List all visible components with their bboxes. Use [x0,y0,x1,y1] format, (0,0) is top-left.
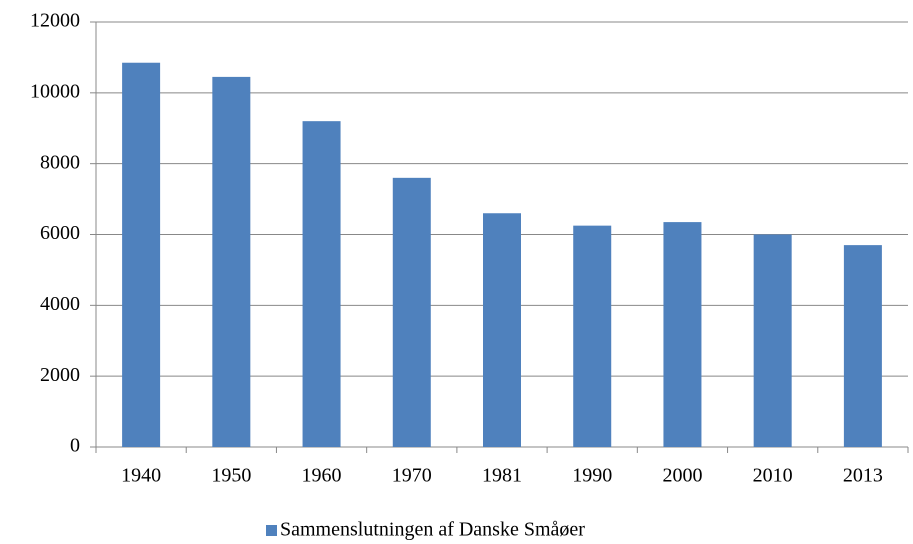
bar [392,177,431,448]
y-tick-label: 2000 [40,364,80,386]
bar [302,121,341,448]
bar [843,245,882,447]
y-tick-label: 4000 [40,293,80,315]
y-tick-label: 12000 [30,10,80,32]
y-tick-label: 10000 [30,80,80,102]
bar [483,213,521,447]
bar [753,234,792,447]
x-tick-label: 2010 [753,465,793,487]
bar [663,222,702,447]
y-tick-label: 8000 [40,151,80,173]
bar [212,76,251,447]
y-tick-label: 6000 [40,222,80,244]
x-tick-label: 1990 [572,465,612,487]
y-tick-label: 0 [70,435,80,457]
legend-label: Sammenslutningen af Danske Småøer [280,519,585,541]
x-tick-label: 1970 [392,465,432,487]
x-tick-label: 2000 [662,465,702,487]
x-tick-label: 1960 [302,465,342,487]
legend-swatch [266,525,277,536]
x-tick-label: 1950 [211,465,251,487]
x-tick-label: 2013 [843,465,883,487]
bar [573,225,612,447]
bar [122,62,161,448]
x-tick-label: 1981 [482,465,522,487]
x-tick-label: 1940 [121,465,161,487]
